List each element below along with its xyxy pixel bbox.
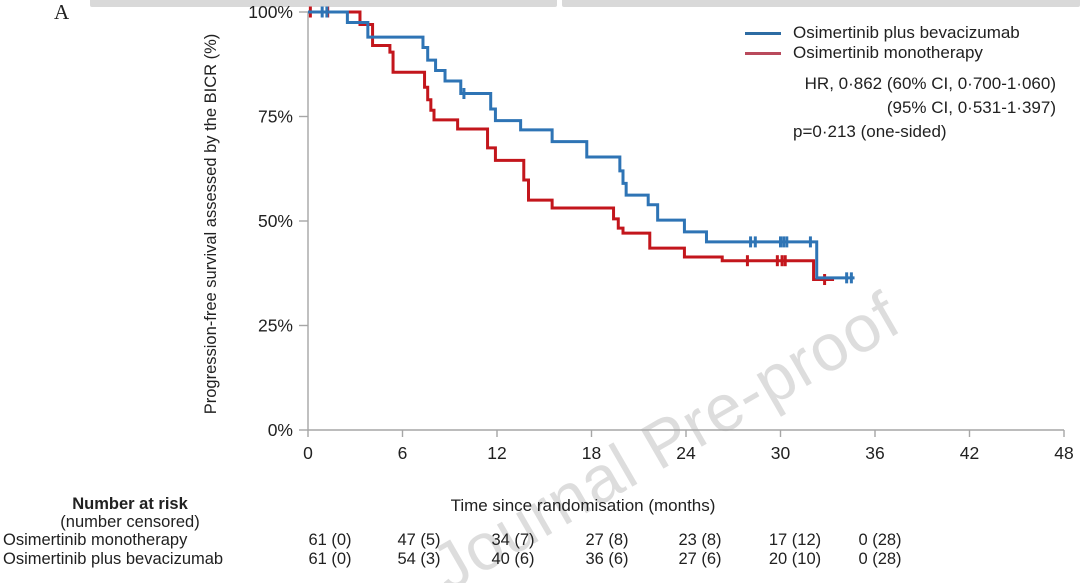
y-tick-label: 0% xyxy=(268,420,293,440)
legend-label: Osimertinib plus bevacizumab xyxy=(793,23,1020,42)
legend-line-blue xyxy=(745,31,781,35)
risk-cell: 36 (6) xyxy=(585,550,629,568)
km-curve xyxy=(308,10,835,282)
x-tick-label: 6 xyxy=(398,443,408,463)
risk-table-header: Number at risk xyxy=(72,495,188,513)
risk-cell: 17 (12) xyxy=(768,531,822,549)
risk-cell: 23 (8) xyxy=(678,531,722,549)
risk-cell: 61 (0) xyxy=(308,550,352,568)
risk-cell: 27 (6) xyxy=(678,550,722,568)
x-tick-label: 18 xyxy=(582,443,601,463)
x-tick-label: 30 xyxy=(771,443,791,463)
legend-item-monotherapy: Osimertinib monotherapy xyxy=(745,43,1020,63)
risk-row-label: Osimertinib monotherapy xyxy=(3,531,188,549)
risk-cell: 27 (8) xyxy=(585,531,629,549)
risk-table-subheader: (number censored) xyxy=(60,513,200,531)
y-tick-label: 75% xyxy=(258,107,293,127)
y-axis-title: Progression-free survival assessed by th… xyxy=(202,33,220,415)
legend-label: Osimertinib monotherapy xyxy=(793,43,983,62)
x-axis-title: Time since randomisation (months) xyxy=(450,496,716,515)
risk-cell: 40 (6) xyxy=(491,550,535,568)
panel-label: A xyxy=(54,0,70,24)
risk-cell: 34 (7) xyxy=(491,531,535,549)
top-divider-bar-left xyxy=(90,0,557,7)
risk-cell: 0 (28) xyxy=(858,550,902,568)
legend: Osimertinib plus bevacizumab Osimertinib… xyxy=(745,23,1020,63)
x-tick-label: 42 xyxy=(960,443,979,463)
risk-cell: 20 (10) xyxy=(768,550,822,568)
y-tick-label: 25% xyxy=(258,316,293,336)
x-tick-label: 12 xyxy=(487,443,506,463)
hr-line: HR, 0·862 (60% CI, 0·700-1·060) xyxy=(804,74,1056,93)
risk-cell: 0 (28) xyxy=(858,531,902,549)
legend-item-bevacizumab: Osimertinib plus bevacizumab xyxy=(745,23,1020,43)
hazard-ratio-annotation: HR, 0·862 (60% CI, 0·700-1·060) (95% CI,… xyxy=(793,72,1056,144)
legend-line-red xyxy=(745,51,781,55)
x-tick-label: 36 xyxy=(865,443,884,463)
x-tick-label: 48 xyxy=(1054,443,1073,463)
top-divider-bar-right xyxy=(562,0,1080,7)
risk-cell: 47 (5) xyxy=(397,531,441,549)
pvalue-line: p=0·213 (one-sided) xyxy=(793,122,947,141)
risk-row-monotherapy: Osimertinib monotherapy 61 (0) 47 (5) 34 (… xyxy=(0,531,1080,550)
risk-cell: 61 (0) xyxy=(308,531,352,549)
y-tick-label: 50% xyxy=(258,211,293,231)
risk-cell: 54 (3) xyxy=(397,550,441,568)
x-tick-label: 24 xyxy=(676,443,696,463)
risk-row-label: Osimertinib plus bevacizumab xyxy=(3,550,224,568)
ci95-line: (95% CI, 0·531-1·397) xyxy=(886,98,1056,117)
x-tick-label: 0 xyxy=(303,443,313,463)
risk-row-bevacizumab: Osimertinib plus bevacizumab 61 (0) 54 (3… xyxy=(0,550,1080,569)
y-tick-label: 100% xyxy=(248,2,293,22)
km-curve xyxy=(308,10,855,280)
